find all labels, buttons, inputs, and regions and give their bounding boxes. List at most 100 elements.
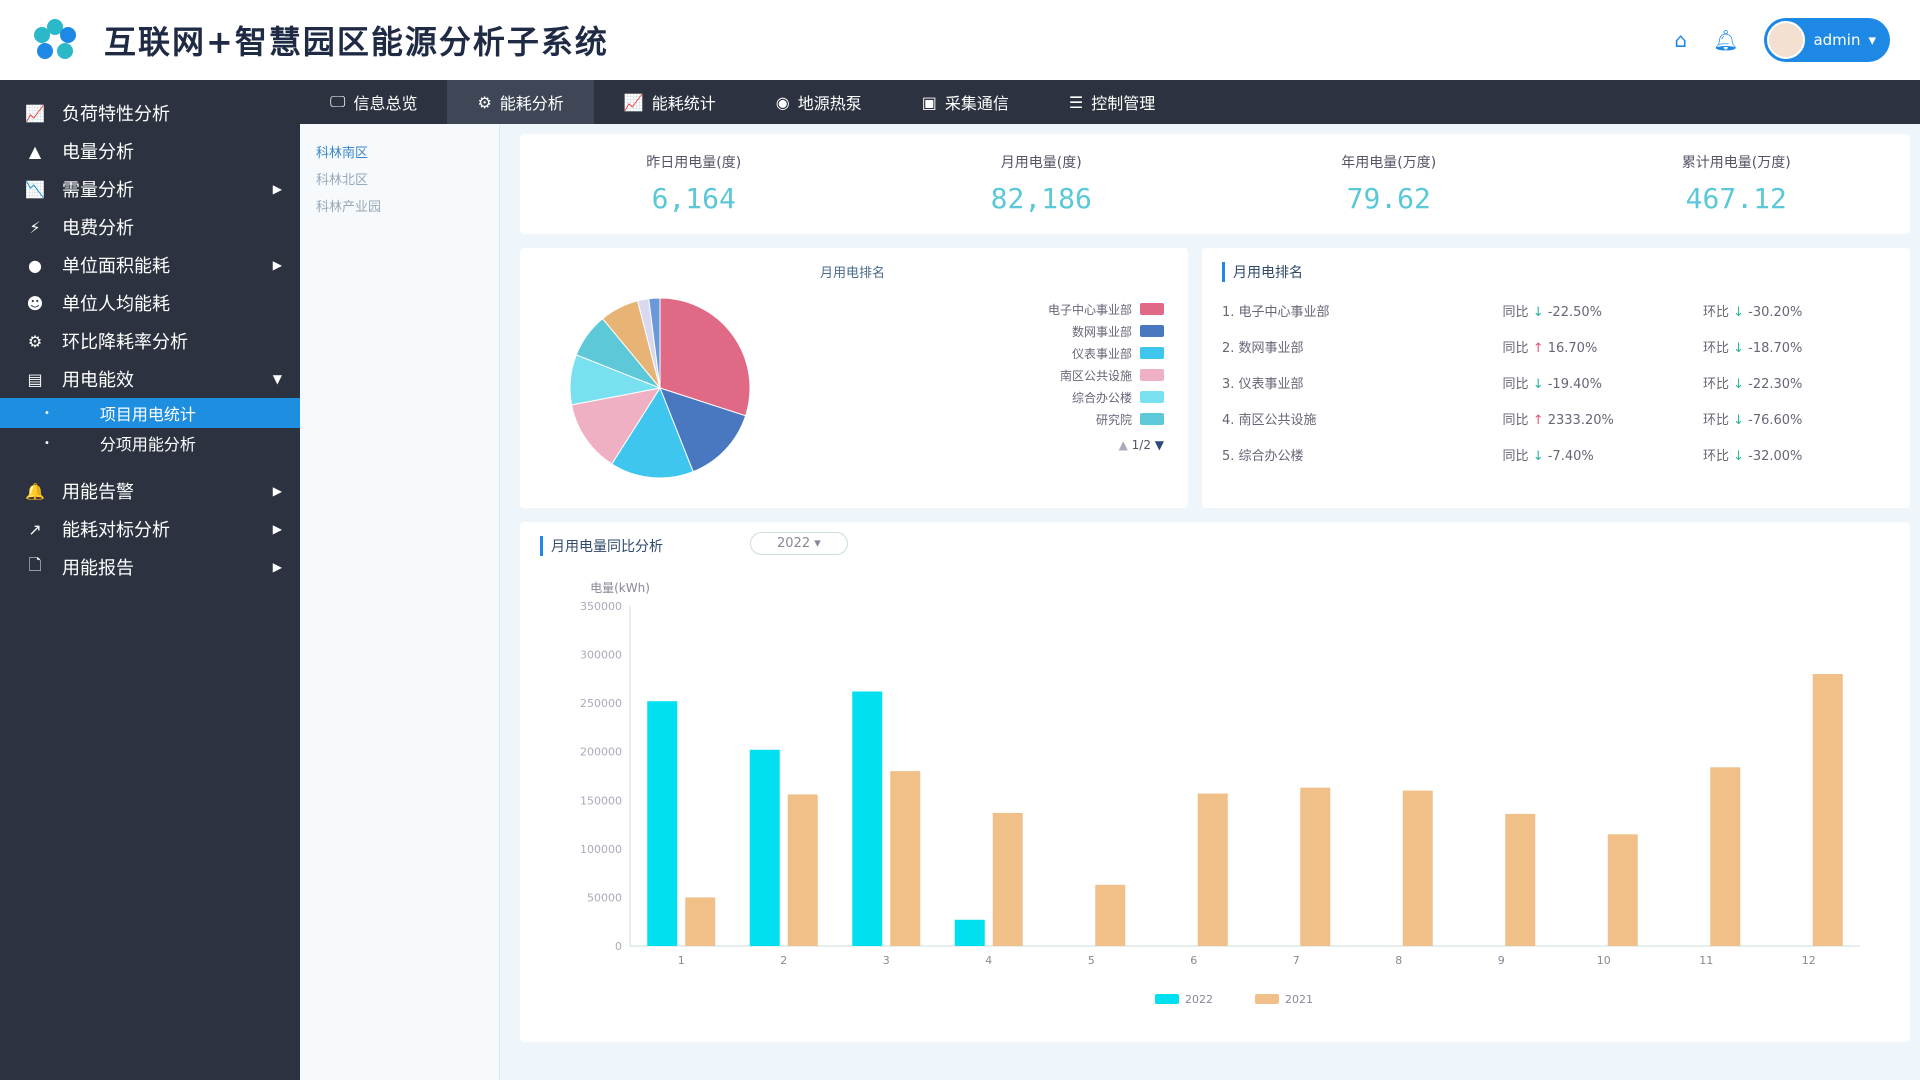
kpi-card: 昨日用电量(度) 6,164 (520, 134, 868, 234)
bar-chart: 电量(kWh) 0 50000 100000 150000 200000 250000 300… (580, 581, 1860, 1006)
ranking-title: 月用电排名 (1222, 262, 1890, 282)
ranking-row: 5. 综合办公楼 同比 ↓ -7.40% 环比 ↓ -32.00% (1222, 436, 1890, 472)
legend-label: 南区公共设施 (1059, 368, 1132, 383)
bar-2021-12[interactable] (1812, 674, 1843, 946)
sidebar-item[interactable]: ▤ 用电能效 ▼ (0, 360, 300, 398)
bar-2021-8[interactable] (1402, 790, 1433, 946)
page-down-icon[interactable]: ▼ (1150, 438, 1164, 452)
arrow-down-icon: ↓ (1528, 376, 1548, 392)
sidebar-item[interactable]: ⚡ 电费分析 (0, 208, 300, 246)
sidebar-item-label: 电量分析 (62, 142, 134, 163)
nav-tab[interactable]: 🖵 信息总览 (300, 80, 447, 124)
tree-node[interactable]: 科林产业园 (316, 200, 382, 215)
sidebar-item[interactable]: 📈 负荷特性分析 (0, 94, 300, 132)
caret-right-icon: ▶ (272, 522, 282, 536)
sidebar-subitem[interactable]: • 项目用电统计 (0, 398, 300, 428)
sidebar-item[interactable]: ● 单位面积能耗 ▶ (0, 246, 300, 284)
user-menu[interactable]: admin ▾ (1764, 18, 1890, 62)
tree-node[interactable]: 科林北区 (316, 173, 369, 188)
mom-value: -32.00% (1748, 448, 1803, 464)
legend-item[interactable]: 仪表事业部 (1048, 342, 1164, 364)
legend-swatch (1140, 325, 1164, 337)
bar-2021-4[interactable] (992, 812, 1023, 946)
bar-2022-2[interactable] (749, 749, 780, 946)
kpi-label: 年用电量(万度) (1341, 155, 1437, 171)
x-tick-label: 11 (1699, 954, 1713, 967)
yoy-value: -19.40% (1547, 376, 1602, 392)
sidebar-subitem[interactable]: • 分项用能分析 (0, 428, 300, 458)
sidebar-item[interactable]: ☻ 单位人均能耗 (0, 284, 300, 322)
legend-item[interactable]: 综合办公楼 (1048, 386, 1164, 408)
pie-slice[interactable] (611, 386, 694, 479)
legend-item[interactable]: 南区公共设施 (1048, 364, 1164, 386)
bell-icon[interactable]: 🔔︎ (1713, 28, 1739, 52)
y-tick-label: 200000 (580, 746, 622, 759)
y-tick-label: 150000 (580, 794, 622, 807)
legend-item[interactable]: 研究院 (1048, 408, 1164, 430)
tab-icon: ▣ (921, 92, 937, 112)
pie-slice[interactable] (659, 387, 747, 473)
arrow-down-icon: ↓ (1528, 304, 1548, 320)
yoy-cell: 同比 ↑ 2333.20% (1503, 409, 1703, 428)
menu-icon: ⚙ (27, 331, 43, 351)
bar-2021-1[interactable] (685, 897, 716, 946)
legend-item[interactable]: 数网事业部 (1048, 320, 1164, 342)
nav-tab[interactable]: ☰ 控制管理 (1039, 80, 1185, 124)
nav-tab[interactable]: ⚙ 能耗分析 (447, 80, 594, 124)
kpi-value: 82,186 (990, 182, 1092, 215)
kpi-value: 6,164 (651, 182, 736, 215)
yoy-value: 16.70% (1547, 340, 1598, 356)
bullet-icon: • (44, 407, 50, 419)
bar-2021-2[interactable] (787, 794, 818, 946)
avatar (1767, 21, 1806, 59)
legend-swatch (1140, 347, 1164, 359)
mom-label: 环比 (1702, 304, 1729, 320)
nav-tab[interactable]: 📈 能耗统计 (594, 80, 746, 124)
mom-label: 环比 (1702, 412, 1729, 428)
kpi-value: 467.12 (1685, 182, 1787, 215)
nav-tab[interactable]: ◉ 地源热泵 (746, 80, 892, 124)
home-icon[interactable]: ⌂ (1674, 28, 1688, 52)
arrow-down-icon: ↓ (1728, 304, 1749, 320)
y-tick-label: 100000 (580, 843, 622, 856)
mom-label: 环比 (1702, 340, 1729, 356)
pie-slice[interactable] (648, 297, 661, 389)
bar-2021-9[interactable] (1505, 813, 1536, 946)
ranking-row: 1. 电子中心事业部 同比 ↓ -22.50% 环比 ↓ -30.20% (1222, 292, 1890, 328)
sidebar-item[interactable]: 🗋 用能报告 ▶ (0, 548, 300, 586)
nav-tab[interactable]: ▣ 采集通信 (892, 80, 1039, 124)
bar-2021-7[interactable] (1300, 787, 1331, 946)
sidebar-item[interactable]: ▲ 电量分析 (0, 132, 300, 170)
year-select[interactable]: 2022 ▾ (750, 532, 848, 555)
area-tree: 科林南区科林北区科林产业园 (300, 124, 500, 1080)
chevron-down-icon: ▾ (1868, 31, 1876, 49)
bar-2022-3[interactable] (852, 691, 883, 946)
yoy-label: 同比 (1502, 304, 1529, 320)
page-up-icon[interactable]: ▲ (1118, 438, 1132, 452)
sidebar-item[interactable]: 📉 需量分析 ▶ (0, 170, 300, 208)
caret-right-icon: ▶ (272, 182, 282, 196)
bar-2022-4[interactable] (954, 919, 985, 946)
sidebar-item[interactable]: ⚙ 环比降耗率分析 (0, 322, 300, 360)
sidebar-item[interactable]: 🔔 用能告警 ▶ (0, 472, 300, 510)
kpi-row: 昨日用电量(度) 6,164 月用电量(度) 82,186 年用电量(万度) 79.62 累… (520, 134, 1910, 234)
bar-2021-6[interactable] (1197, 793, 1228, 946)
legend-item[interactable]: 电子中心事业部 (1048, 298, 1164, 320)
bar-2021-5[interactable] (1095, 884, 1126, 946)
tab-label: 地源热泵 (797, 94, 862, 113)
kpi-card: 月用电量(度) 82,186 (868, 134, 1216, 234)
sidebar-item[interactable]: ↗ 能耗对标分析 ▶ (0, 510, 300, 548)
sidebar-item-label: 用能告警 (62, 482, 134, 503)
caret-down-icon: ▼ (272, 372, 282, 386)
bar-2022-1[interactable] (647, 701, 678, 946)
sidebar-subitem-label: 项目用电统计 (99, 405, 196, 424)
tab-icon: 📈 (623, 92, 644, 112)
bar-2021-3[interactable] (890, 771, 921, 946)
bar-2021-10[interactable] (1607, 834, 1638, 946)
ranking-name: 3. 仪表事业部 (1222, 376, 1304, 392)
ranking-name: 5. 综合办公楼 (1222, 448, 1304, 464)
bar-2021-11[interactable] (1710, 767, 1741, 946)
pie-slice[interactable] (659, 297, 751, 417)
tree-node[interactable]: 科林南区 (316, 146, 369, 161)
pie-slice[interactable] (571, 387, 662, 465)
